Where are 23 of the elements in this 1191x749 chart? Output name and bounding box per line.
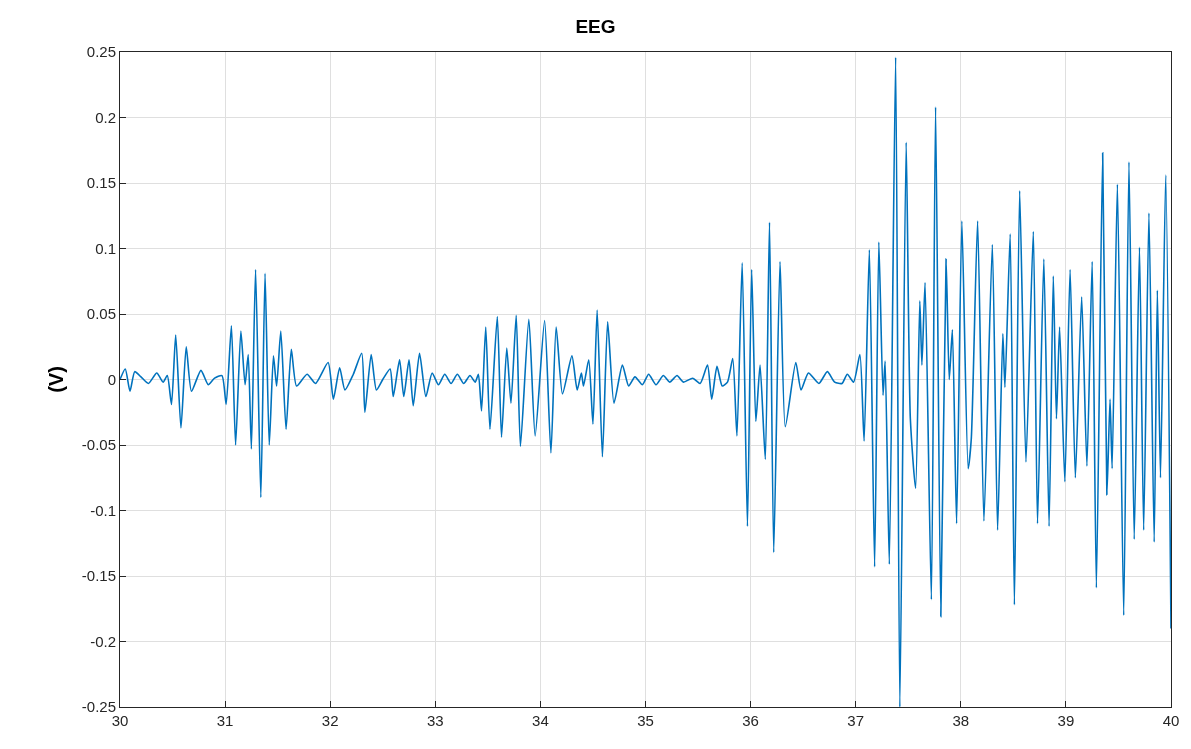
x-tick-label: 37 bbox=[847, 712, 865, 729]
x-tick-label: 35 bbox=[637, 712, 654, 729]
chart-title: EEG bbox=[575, 15, 616, 37]
y-tick-label: 0 bbox=[107, 370, 116, 388]
x-tick-label: 36 bbox=[742, 712, 759, 729]
x-tick-label: 40 bbox=[1162, 712, 1180, 729]
x-tick-label: 33 bbox=[426, 712, 444, 729]
y-tick-label: -0.2 bbox=[90, 632, 116, 650]
line-series bbox=[120, 56, 1171, 707]
x-tick-label: 34 bbox=[532, 712, 549, 729]
y-tick-label: 0.2 bbox=[95, 108, 116, 126]
y-tick-label: -0.15 bbox=[81, 567, 116, 585]
y-tick-label: 0.15 bbox=[86, 174, 116, 192]
x-tick-label: 38 bbox=[952, 712, 970, 729]
x-tick-label: 39 bbox=[1057, 712, 1075, 729]
x-tick-label: 31 bbox=[216, 712, 234, 729]
y-tick-label: -0.1 bbox=[90, 501, 116, 519]
y-tick-label: -0.05 bbox=[81, 436, 116, 454]
x-tick-label: 32 bbox=[321, 712, 339, 729]
y-axis-title: (V) bbox=[45, 366, 68, 393]
y-tick-label: 0.1 bbox=[95, 239, 116, 257]
y-tick-label: 0.05 bbox=[86, 305, 116, 323]
y-tick-label: 0.25 bbox=[86, 43, 116, 61]
